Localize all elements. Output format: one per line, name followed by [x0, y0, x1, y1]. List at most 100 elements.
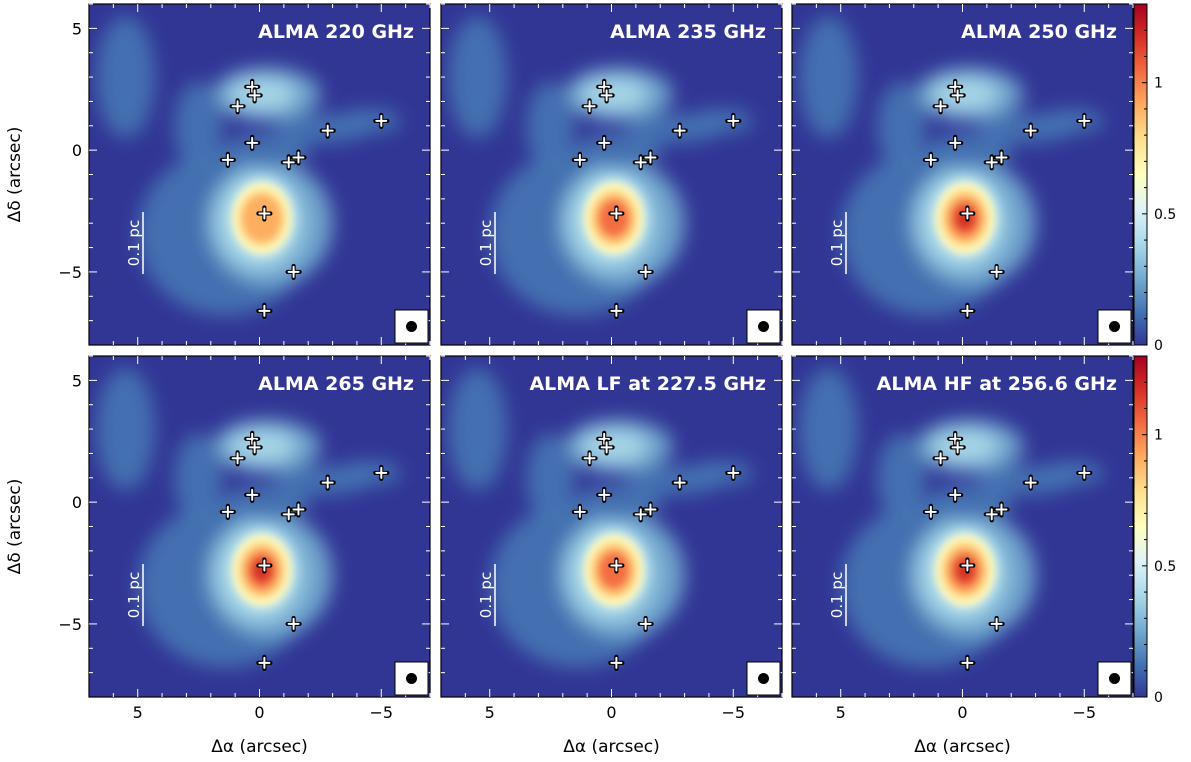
emission-region	[689, 108, 753, 134]
x-tick-label: 5	[836, 703, 846, 722]
beam-ellipse	[758, 673, 769, 684]
colorbar-tick-label: 0.5	[1154, 559, 1176, 575]
source-marker	[671, 122, 688, 139]
source-marker	[219, 503, 236, 520]
source-marker	[932, 98, 949, 115]
y-axis-title: Δδ (arcsec)	[5, 479, 25, 575]
colorbar-tick-label: 0	[1154, 690, 1163, 706]
colorbar-tick-label: 0.5	[1154, 207, 1176, 223]
axis-labels-group: Δδ (arcsec) Δδ (arcsec) Δα (arcsec) Δα (arc…	[5, 127, 1011, 757]
source-marker	[993, 149, 1010, 166]
source-marker	[983, 506, 1000, 523]
beam-ellipse	[758, 321, 769, 332]
source-marker	[229, 98, 246, 115]
scale-bar-label: 0.1 pc	[125, 572, 143, 618]
source-marker	[598, 439, 615, 456]
colorbar-tick-label: 1	[1154, 428, 1163, 444]
source-marker	[642, 501, 659, 518]
x-tick-label: −5	[1072, 703, 1096, 722]
y-tick-label: 5	[72, 371, 82, 390]
scale-bar-label: 0.1 pc	[828, 220, 846, 266]
source-marker	[256, 557, 273, 574]
emission-region	[1040, 108, 1104, 134]
intensity-map	[89, 356, 430, 697]
colorbar: 00.51	[1133, 355, 1176, 706]
source-marker	[219, 151, 236, 168]
source-marker	[581, 98, 598, 115]
x-tick-label: 5	[133, 703, 143, 722]
source-marker	[932, 450, 949, 467]
panel-title: ALMA LF at 227.5 GHz	[529, 373, 766, 395]
scale-bar-label: 0.1 pc	[828, 572, 846, 618]
source-marker	[632, 506, 649, 523]
source-marker	[1076, 112, 1093, 130]
source-marker	[637, 615, 654, 633]
intensity-map	[792, 356, 1133, 697]
emission-region	[337, 108, 401, 134]
source-marker	[922, 151, 939, 168]
intensity-map	[792, 4, 1133, 345]
source-marker	[229, 450, 246, 467]
emission-region	[448, 16, 507, 138]
source-marker	[373, 112, 390, 130]
source-marker	[949, 87, 966, 104]
source-marker	[608, 302, 625, 319]
core-contour	[598, 200, 629, 237]
intensity-map	[441, 356, 782, 697]
source-marker	[246, 87, 263, 104]
map-panel: ALMA 250 GHz 0.1 pc	[791, 3, 1134, 346]
beam-ellipse	[406, 321, 417, 332]
x-axis-title: Δα (arcsec)	[914, 737, 1011, 757]
source-marker	[319, 474, 336, 491]
source-marker	[671, 474, 688, 491]
core-contour	[241, 194, 283, 243]
source-marker	[608, 654, 625, 671]
x-axis-title: Δα (arcsec)	[563, 737, 660, 757]
scale-bar: 0.1 pc	[828, 564, 847, 626]
panels-group: ALMA 220 GHz 0.1 pc 5 0 −5 ALMA 235 GHz 0.1 pc…	[58, 3, 1134, 722]
emission-region	[799, 368, 858, 490]
source-marker	[596, 486, 613, 503]
y-tick-label: −5	[58, 615, 82, 634]
y-tick-label: 0	[72, 141, 82, 160]
source-marker	[988, 263, 1005, 281]
panel-title: ALMA 250 GHz	[961, 21, 1117, 43]
x-tick-label: 0	[957, 703, 967, 722]
panel-title: ALMA 235 GHz	[610, 21, 766, 43]
scale-bar: 0.1 pc	[477, 564, 496, 626]
scale-bar: 0.1 pc	[477, 212, 496, 274]
emission-region	[877, 433, 926, 522]
source-marker	[246, 439, 263, 456]
map-panel: ALMA LF at 227.5 GHz 0.1 pc 5 0 −5	[440, 355, 783, 722]
source-marker	[596, 430, 613, 447]
scale-bar-label: 0.1 pc	[125, 220, 143, 266]
source-marker	[725, 112, 742, 130]
source-marker	[256, 654, 273, 671]
emission-region	[526, 433, 575, 522]
source-marker	[947, 78, 964, 95]
source-marker	[373, 464, 390, 482]
source-marker	[959, 654, 976, 671]
source-marker	[596, 134, 613, 151]
source-marker	[959, 205, 976, 222]
source-marker	[608, 205, 625, 222]
intensity-map	[89, 4, 430, 345]
source-marker	[290, 501, 307, 518]
source-marker	[285, 615, 302, 633]
scale-bar: 0.1 pc	[828, 212, 847, 274]
beam-ellipse	[1109, 673, 1120, 684]
source-marker	[290, 149, 307, 166]
source-marker	[280, 506, 297, 523]
scale-bar: 0.1 pc	[125, 212, 144, 274]
panel-title: ALMA HF at 256.6 GHz	[877, 373, 1117, 395]
x-tick-label: −5	[369, 703, 393, 722]
map-panel: ALMA 265 GHz 0.1 pc 5 0 −5 5 0 −5	[58, 355, 431, 722]
y-tick-label: −5	[58, 263, 82, 282]
source-marker	[725, 464, 742, 482]
beam-ellipse	[1109, 321, 1120, 332]
source-marker	[598, 87, 615, 104]
emission-region	[174, 81, 223, 170]
source-marker	[244, 134, 261, 151]
core-contour	[954, 558, 975, 583]
source-marker	[319, 122, 336, 139]
